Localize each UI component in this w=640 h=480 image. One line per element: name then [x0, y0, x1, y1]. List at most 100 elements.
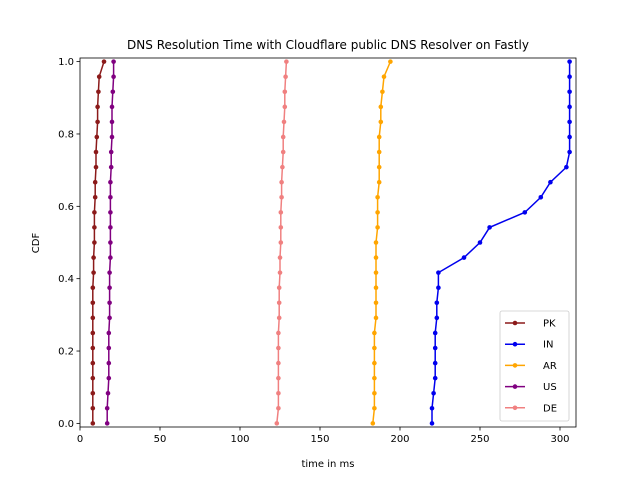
plot-background [80, 58, 576, 427]
data-point [278, 225, 284, 230]
data-point [567, 74, 572, 79]
data-point [108, 194, 113, 200]
data-point [548, 179, 553, 185]
legend-box [499, 310, 570, 422]
data-point [372, 330, 377, 336]
data-point [107, 270, 112, 275]
data-point [93, 164, 99, 170]
data-point [376, 164, 382, 170]
data-point [372, 390, 377, 396]
data-point [281, 119, 287, 125]
data-point [567, 59, 572, 64]
x-tick-label: 50 [154, 434, 167, 445]
data-point [375, 225, 380, 230]
data-point [92, 210, 97, 215]
data-point [373, 285, 379, 291]
data-point [429, 406, 435, 411]
legend: PK IN AR US DE [499, 310, 570, 422]
legend-item-ar: AR [505, 361, 557, 372]
data-point [567, 149, 572, 155]
data-point [381, 74, 387, 79]
data-point [372, 345, 377, 351]
data-point [104, 421, 110, 426]
legend-swatch-marker [512, 363, 518, 368]
data-point [280, 134, 286, 140]
data-point [429, 421, 435, 426]
axes-layer: 0 50 100 150 200 250 300 0.0 0.2 0.4 0.6 0.8 1.0 [58, 57, 577, 445]
data-point [90, 375, 96, 381]
data-point [93, 149, 99, 155]
x-tick-label: 0 [77, 434, 83, 445]
data-point [110, 89, 116, 95]
data-point [96, 89, 101, 95]
data-point [567, 104, 572, 110]
data-point [436, 270, 441, 275]
data-point [276, 360, 281, 366]
data-point [276, 406, 281, 411]
data-point [280, 164, 285, 170]
series-de [274, 59, 289, 426]
legend-label: AR [543, 361, 557, 372]
data-point [276, 375, 281, 381]
data-point [432, 345, 438, 351]
series-ar [370, 59, 393, 426]
data-point [91, 255, 96, 260]
data-point [106, 330, 112, 336]
data-point [108, 225, 113, 230]
data-point [375, 194, 380, 200]
data-point [106, 375, 112, 381]
data-point [434, 315, 440, 321]
legend-label: PK [543, 319, 556, 330]
data-point [477, 240, 483, 245]
x-tick-label: 300 [550, 434, 569, 445]
data-point [282, 89, 288, 95]
data-point [380, 89, 385, 95]
data-point [276, 330, 281, 336]
y-axis-label: CDF [31, 233, 42, 254]
data-point [564, 164, 569, 170]
data-point [108, 240, 113, 245]
legend-item-pk: PK [505, 319, 556, 330]
data-point [276, 285, 282, 291]
series-layer [90, 59, 572, 426]
data-point [108, 255, 113, 260]
data-point [90, 345, 96, 351]
data-point [111, 59, 116, 64]
data-point [90, 285, 96, 291]
data-point [276, 345, 281, 351]
data-point [277, 270, 283, 275]
x-tick-label: 250 [470, 434, 489, 445]
data-point [92, 194, 98, 200]
data-point [109, 104, 115, 110]
data-point [376, 179, 382, 185]
data-point [372, 360, 377, 366]
series-in [429, 59, 572, 426]
legend-swatch-marker [512, 320, 518, 326]
data-point [376, 149, 382, 155]
data-point [278, 240, 284, 245]
data-point [92, 240, 97, 245]
y-tick-label: 0.6 [58, 202, 74, 213]
data-point [372, 375, 377, 381]
data-point [96, 74, 102, 79]
legend-item-us: US [505, 382, 557, 393]
data-point [373, 315, 379, 321]
data-point [277, 255, 283, 260]
y-tick-label: 0.4 [58, 274, 74, 285]
data-point [274, 421, 280, 426]
data-point [284, 59, 289, 64]
legend-item-in: IN [505, 340, 553, 351]
data-point [108, 149, 114, 155]
data-point [108, 210, 113, 215]
data-point [106, 360, 112, 366]
legend-swatch-marker [512, 405, 518, 411]
legend-label: IN [543, 340, 553, 351]
data-point [434, 300, 440, 306]
data-point [276, 390, 281, 396]
data-point [373, 300, 379, 306]
data-point [432, 330, 438, 336]
data-point [373, 270, 379, 275]
axes-frame [79, 57, 577, 428]
data-point [107, 285, 112, 291]
y-tick-label: 0.8 [58, 129, 74, 140]
